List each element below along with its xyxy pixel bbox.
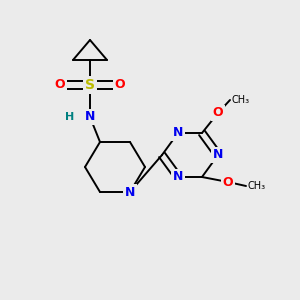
Text: CH₃: CH₃: [248, 181, 266, 191]
Text: O: O: [223, 176, 233, 188]
Text: O: O: [55, 79, 65, 92]
Text: O: O: [213, 106, 223, 119]
Text: H: H: [65, 112, 75, 122]
Text: S: S: [85, 78, 95, 92]
Text: N: N: [213, 148, 223, 161]
Text: O: O: [115, 79, 125, 92]
Text: N: N: [173, 127, 183, 140]
Text: CH₃: CH₃: [232, 95, 250, 105]
Text: N: N: [125, 185, 135, 199]
Text: N: N: [85, 110, 95, 124]
Text: N: N: [173, 170, 183, 184]
